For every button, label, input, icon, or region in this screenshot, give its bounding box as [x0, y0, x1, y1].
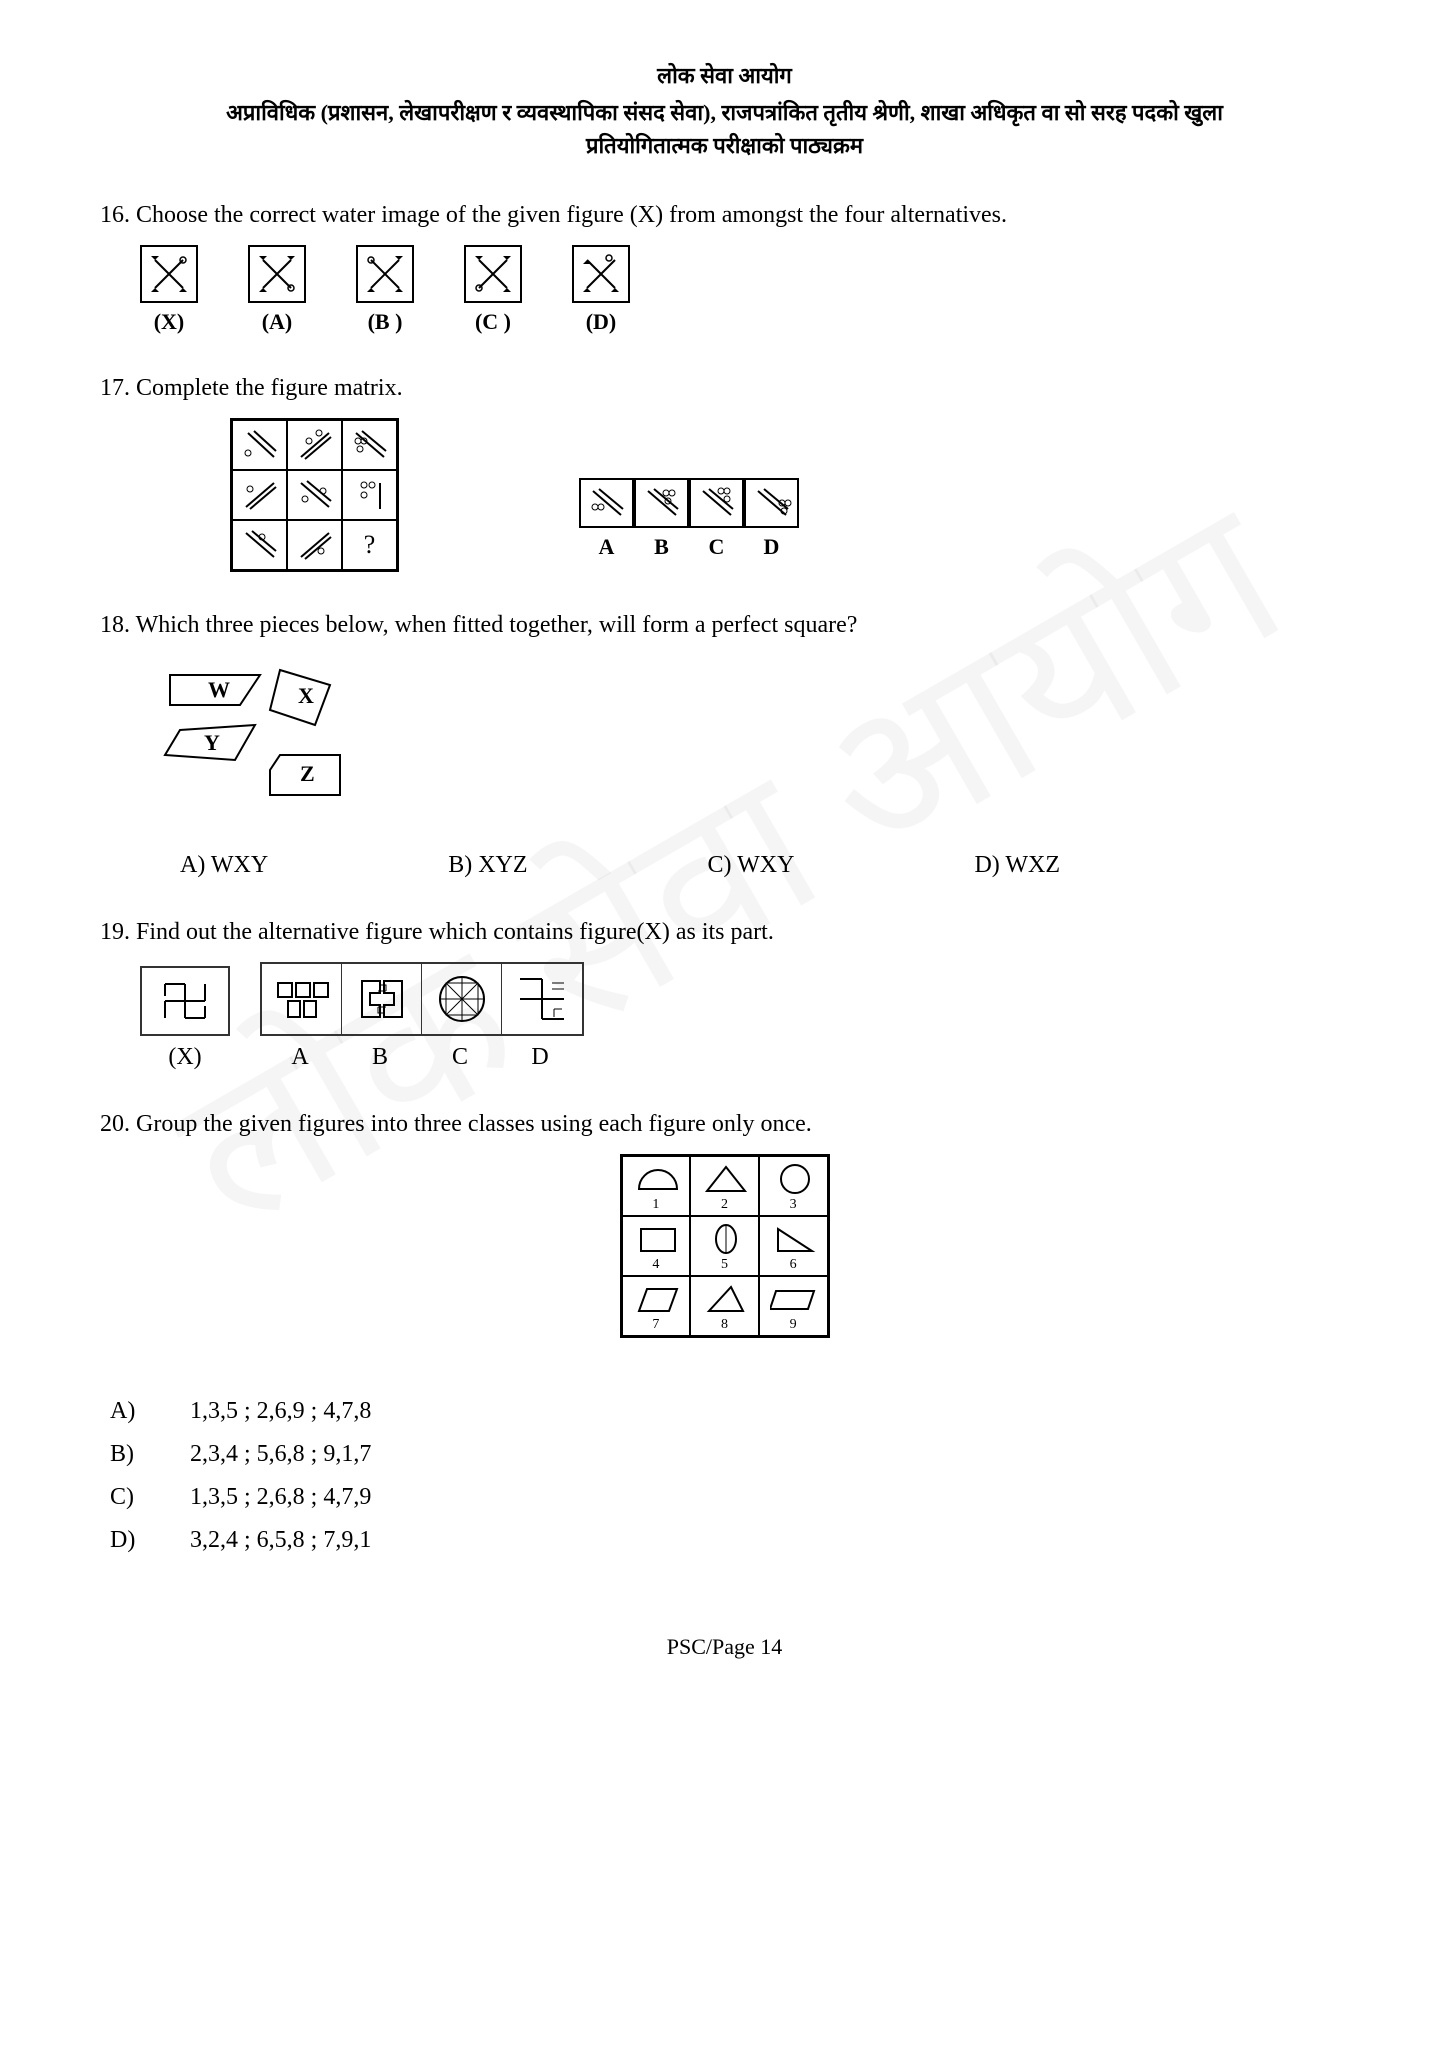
q18-figure: W X Y Z: [140, 655, 1349, 822]
q16-fig-a: [248, 245, 306, 303]
q20-opt-b-val: 2,3,4 ; 5,6,8 ; 9,1,7: [190, 1441, 371, 1468]
q19-label-x: (X): [140, 1044, 230, 1071]
q17-ans-b: B: [634, 534, 689, 560]
q16-label-a: (A): [248, 309, 306, 335]
q17-ans-d: D: [744, 534, 799, 560]
q20-options: A)1,3,5 ; 2,6,9 ; 4,7,8 B)2,3,4 ; 5,6,8 …: [110, 1398, 1349, 1554]
q19-label-d: D: [500, 1044, 580, 1071]
q19-label-a: A: [260, 1044, 340, 1071]
q16-label-c: (C ): [464, 309, 522, 335]
q20-opt-c-label: C): [110, 1484, 190, 1511]
q16-fig-x: [140, 245, 198, 303]
page-header: लोक सेवा आयोग अप्राविधिक (प्रशासन, लेखाप…: [100, 60, 1349, 162]
question-19: 19. Find out the alternative figure whic…: [100, 919, 1349, 1071]
header-subtitle-1: अप्राविधिक (प्रशासन, लेखापरीक्षण र व्यवस…: [100, 96, 1349, 129]
q17-text: 17. Complete the figure matrix.: [100, 375, 1349, 402]
q20-opt-a-label: A): [110, 1398, 190, 1425]
q20-opt-d-val: 3,2,4 ; 6,5,8 ; 7,9,1: [190, 1527, 371, 1554]
question-18: 18. Which three pieces below, when fitte…: [100, 612, 1349, 879]
q18-opt-d: D) WXZ: [974, 852, 1060, 879]
q17-question-cell: ?: [342, 520, 397, 570]
q16-figures: (X) (A): [140, 245, 1349, 335]
q18-options: A) WXY B) XYZ C) WXY D) WXZ: [180, 852, 1349, 879]
q16-text: 16. Choose the correct water image of th…: [100, 202, 1349, 229]
question-16: 16. Choose the correct water image of th…: [100, 202, 1349, 335]
q18-piece-z: Z: [300, 761, 315, 786]
q16-label-x: (X): [140, 309, 198, 335]
q18-opt-c: C) WXY: [708, 852, 795, 879]
q20-opt-a-val: 1,3,5 ; 2,6,9 ; 4,7,8: [190, 1398, 371, 1425]
q20-text: 20. Group the given figures into three c…: [100, 1111, 1349, 1138]
q16-label-b: (B ): [356, 309, 414, 335]
q19-label-b: B: [340, 1044, 420, 1071]
q18-piece-w: W: [208, 677, 230, 702]
q19-fig-x: [140, 966, 230, 1036]
q18-opt-a: A) WXY: [180, 852, 268, 879]
q20-opt-c-val: 1,3,5 ; 2,6,8 ; 4,7,9: [190, 1484, 371, 1511]
q16-fig-b: [356, 245, 414, 303]
q16-fig-d: [572, 245, 630, 303]
q20-opt-b-label: B): [110, 1441, 190, 1468]
q20-grid: 1 2 3 4 5 6 7 8 9: [620, 1154, 830, 1338]
q19-text: 19. Find out the alternative figure whic…: [100, 919, 1349, 946]
q17-matrix: ?: [230, 418, 399, 572]
q16-fig-c: [464, 245, 522, 303]
q17-ans-c: C: [689, 534, 744, 560]
q20-opt-d-label: D): [110, 1527, 190, 1554]
header-title: लोक सेवा आयोग: [100, 60, 1349, 90]
header-subtitle-2: प्रतियोगितात्मक परीक्षाको पाठ्यक्रम: [100, 129, 1349, 162]
q18-opt-b: B) XYZ: [448, 852, 527, 879]
q18-piece-y: Y: [204, 730, 220, 755]
question-17: 17. Complete the figure matrix. ?: [100, 375, 1349, 572]
question-20: 20. Group the given figures into three c…: [100, 1111, 1349, 1554]
q16-label-d: (D): [572, 309, 630, 335]
q17-answers: A B C D: [579, 478, 799, 560]
q19-options-strip: [260, 962, 584, 1036]
q19-label-c: C: [420, 1044, 500, 1071]
q18-piece-x: X: [298, 683, 314, 708]
page-footer: PSC/Page 14: [100, 1634, 1349, 1660]
q18-text: 18. Which three pieces below, when fitte…: [100, 612, 1349, 639]
q17-ans-a: A: [579, 534, 634, 560]
